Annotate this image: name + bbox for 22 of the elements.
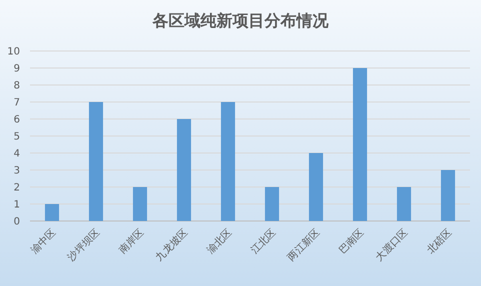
y-tick-label: 6 bbox=[14, 114, 20, 126]
x-tick-label: 大渡口区 bbox=[373, 226, 410, 264]
y-tick-label: 7 bbox=[14, 98, 20, 108]
x-tick-label: 巴南区 bbox=[336, 226, 366, 256]
x-tick-label: 渝北区 bbox=[204, 226, 234, 256]
chart-title: 各区域纯新项目分布情况 bbox=[152, 11, 330, 30]
y-tick-label: 8 bbox=[14, 80, 20, 92]
y-tick-label: 0 bbox=[14, 216, 20, 228]
y-tick-label: 3 bbox=[14, 166, 20, 176]
y-tick-label: 4 bbox=[14, 148, 20, 160]
y-tick-label: 9 bbox=[14, 64, 20, 74]
x-tick-label: 南岸区 bbox=[116, 226, 146, 256]
y-tick-label: 1 bbox=[14, 200, 20, 210]
x-tick-label: 江北区 bbox=[248, 226, 278, 256]
x-tick-label: 九龙坡区 bbox=[153, 226, 190, 264]
x-tick-label: 渝中区 bbox=[28, 226, 58, 256]
x-tick-label: 北碚区 bbox=[424, 226, 454, 256]
x-tick-label: 两江新区 bbox=[285, 226, 322, 264]
y-tick-label: 2 bbox=[14, 182, 20, 194]
y-tick-label: 5 bbox=[14, 132, 20, 142]
y-tick-label: 10 bbox=[7, 46, 20, 58]
x-tick-label: 沙坪坝区 bbox=[65, 226, 102, 264]
